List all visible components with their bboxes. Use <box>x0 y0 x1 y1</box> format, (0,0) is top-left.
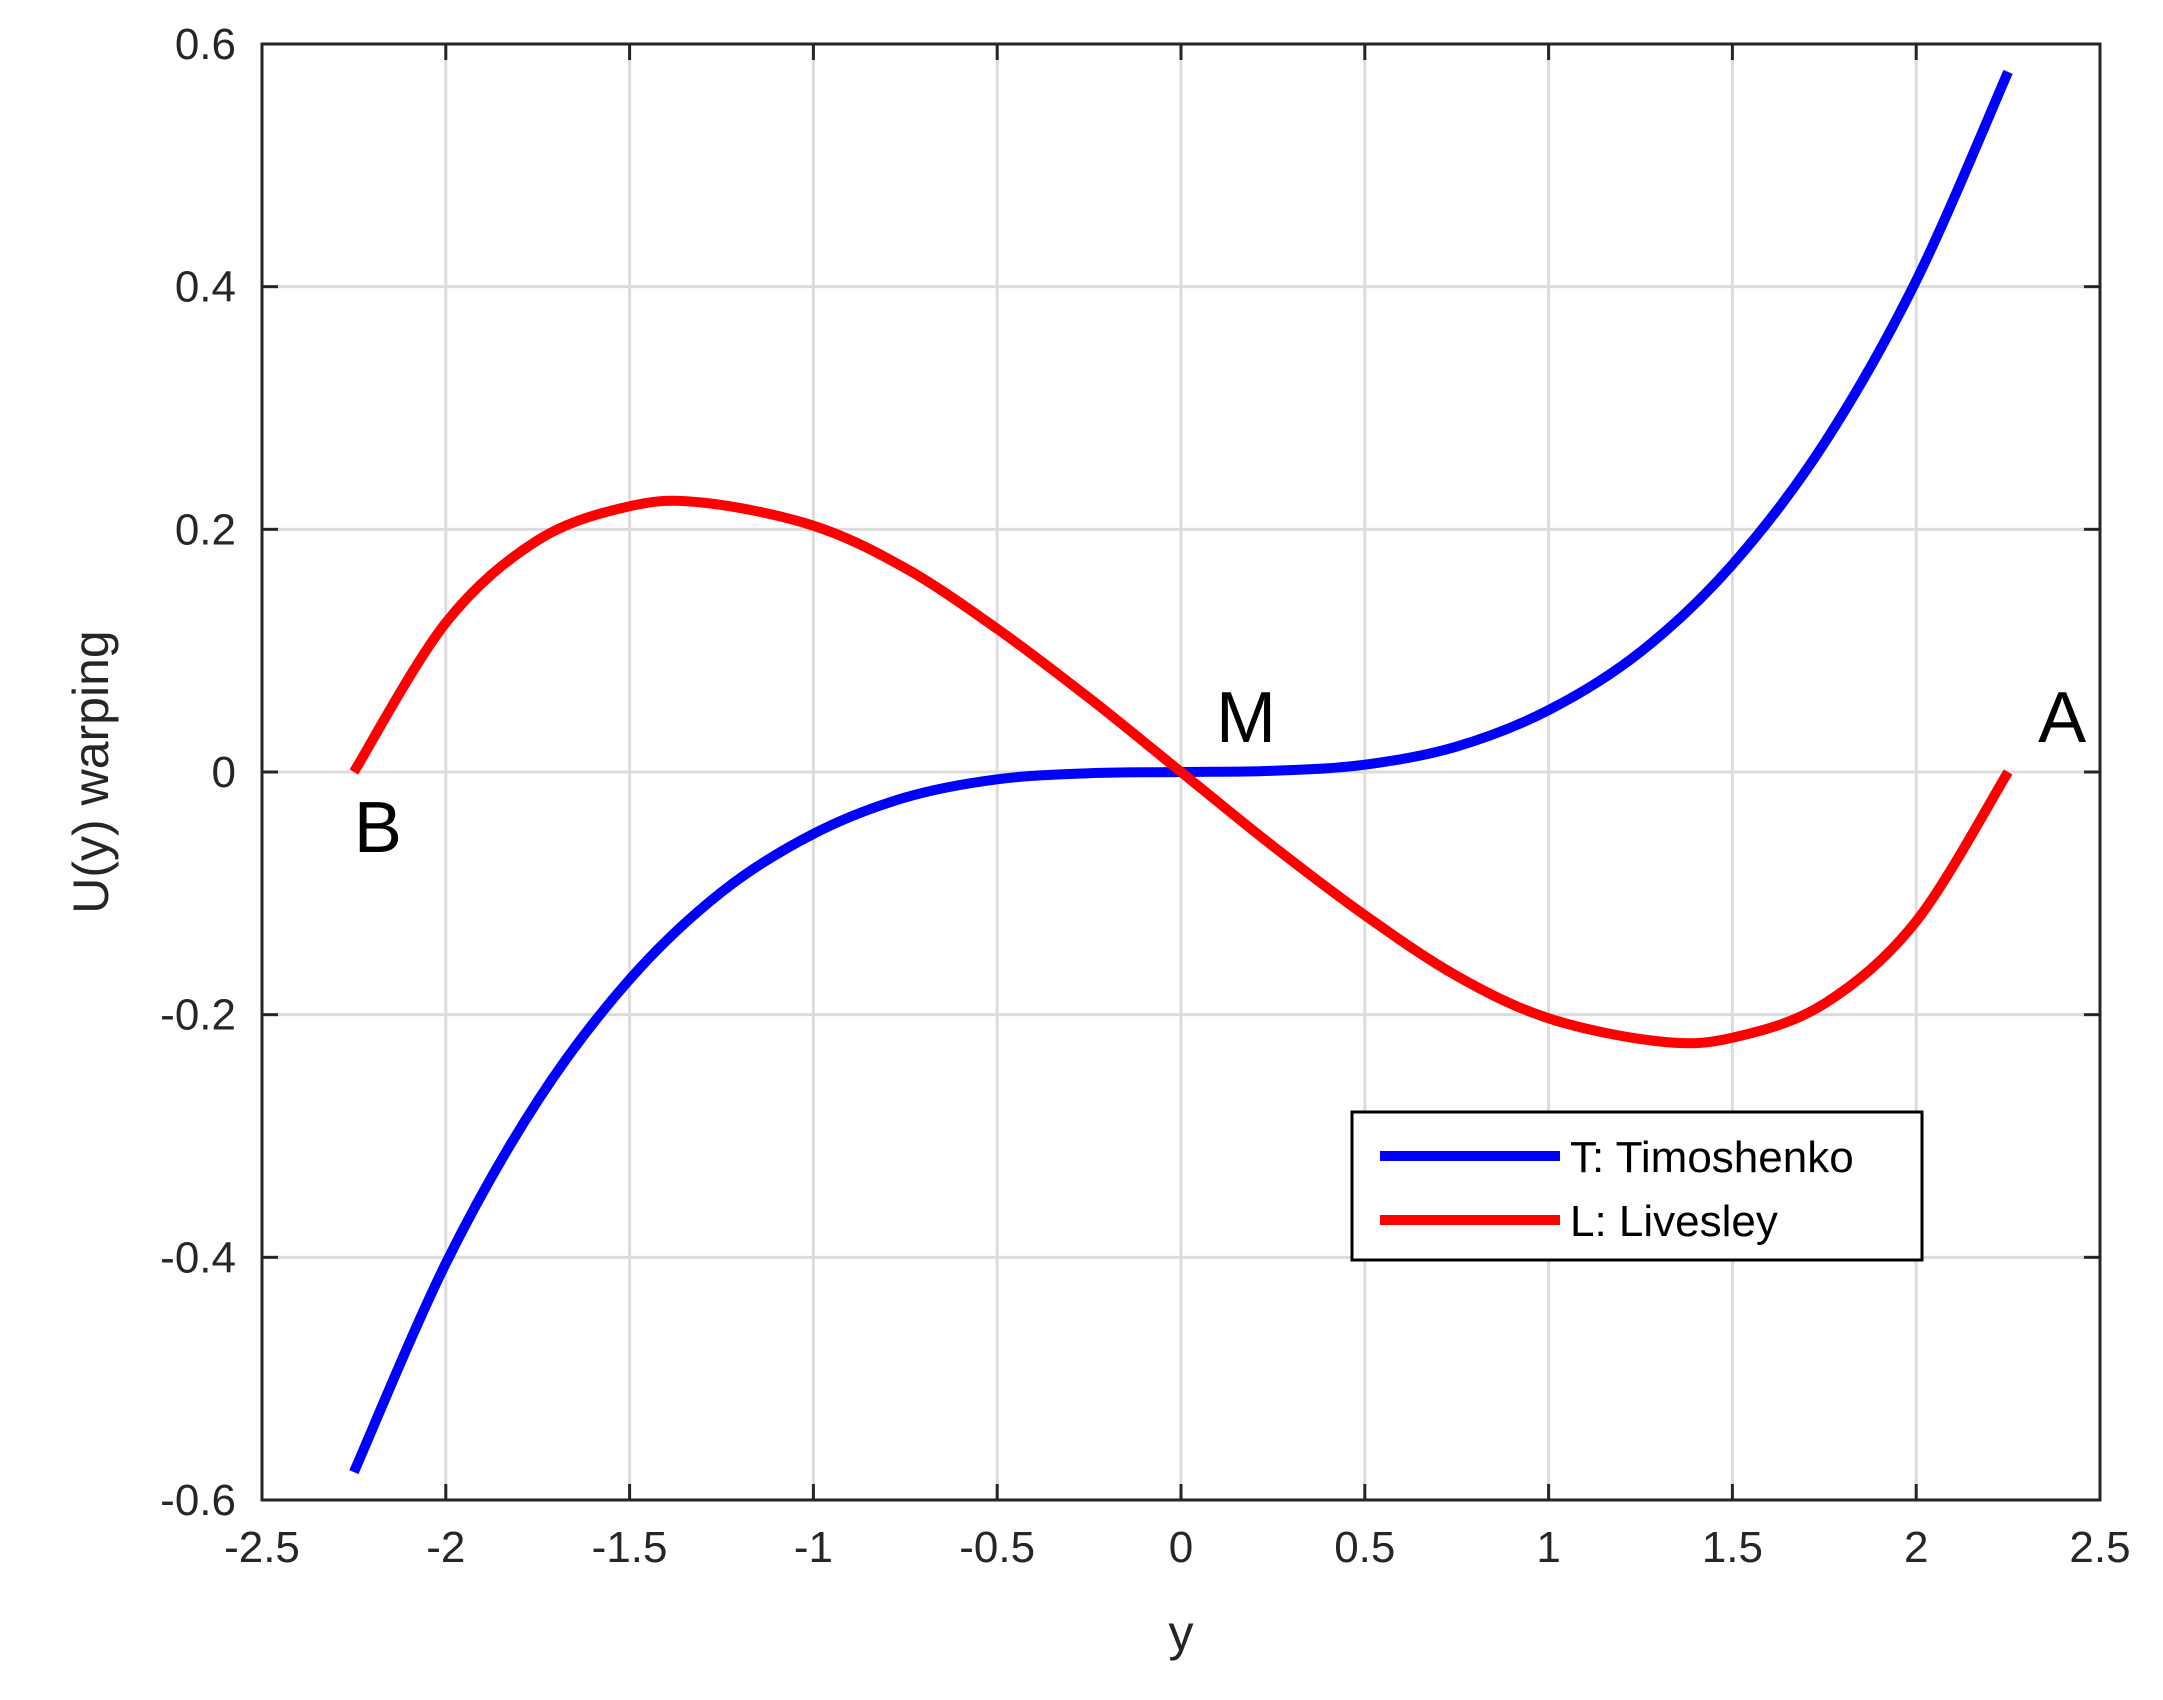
y-tick-label: -0.2 <box>160 991 236 1040</box>
y-tick-label: 0 <box>212 748 236 797</box>
x-tick-label: 2.5 <box>2069 1523 2130 1572</box>
plot-series <box>349 69 2013 1475</box>
legend-entry-timoshenko: T: Timoshenko <box>1570 1133 1854 1182</box>
x-tick-label: -2.5 <box>224 1523 300 1572</box>
x-axis-label: y <box>1169 1605 1194 1661</box>
annotation-a: A <box>2038 678 2086 758</box>
legend-box <box>1350 1110 1924 1262</box>
y-axis-label: U(y) warping <box>63 630 119 913</box>
x-tick-label: -1 <box>794 1523 833 1572</box>
x-tick-label: 1 <box>1536 1523 1560 1572</box>
x-tick-label: 0.5 <box>1334 1523 1395 1572</box>
annotation-b: B <box>354 788 402 868</box>
y-tick-label: 0.2 <box>175 505 236 554</box>
x-tick-label: 0 <box>1169 1523 1193 1572</box>
x-tick-label: 2 <box>1904 1523 1928 1572</box>
x-tick-label: 1.5 <box>1702 1523 1763 1572</box>
ticks: -2.5 -2 -1.5 -1 -0.5 0 0.5 1 1.5 2 2.5 -0.6 -0.4 -0.2… <box>160 20 2130 1572</box>
y-tick-label: 0.4 <box>175 263 236 312</box>
annotations: A B M <box>354 678 2086 868</box>
y-tick-label: 0.6 <box>175 20 236 69</box>
annotation-m: M <box>1216 678 1276 758</box>
x-tick-label: -0.5 <box>959 1523 1035 1572</box>
series-line-livesley <box>349 495 2013 1049</box>
y-tick-label: -0.6 <box>160 1476 236 1525</box>
y-tick-label: -0.4 <box>160 1233 236 1282</box>
legend: T: Timoshenko L: Livesley <box>1350 1110 1924 1262</box>
x-tick-label: -2 <box>426 1523 465 1572</box>
legend-entry-livesley: L: Livesley <box>1570 1197 1778 1246</box>
x-tick-label: -1.5 <box>592 1523 668 1572</box>
